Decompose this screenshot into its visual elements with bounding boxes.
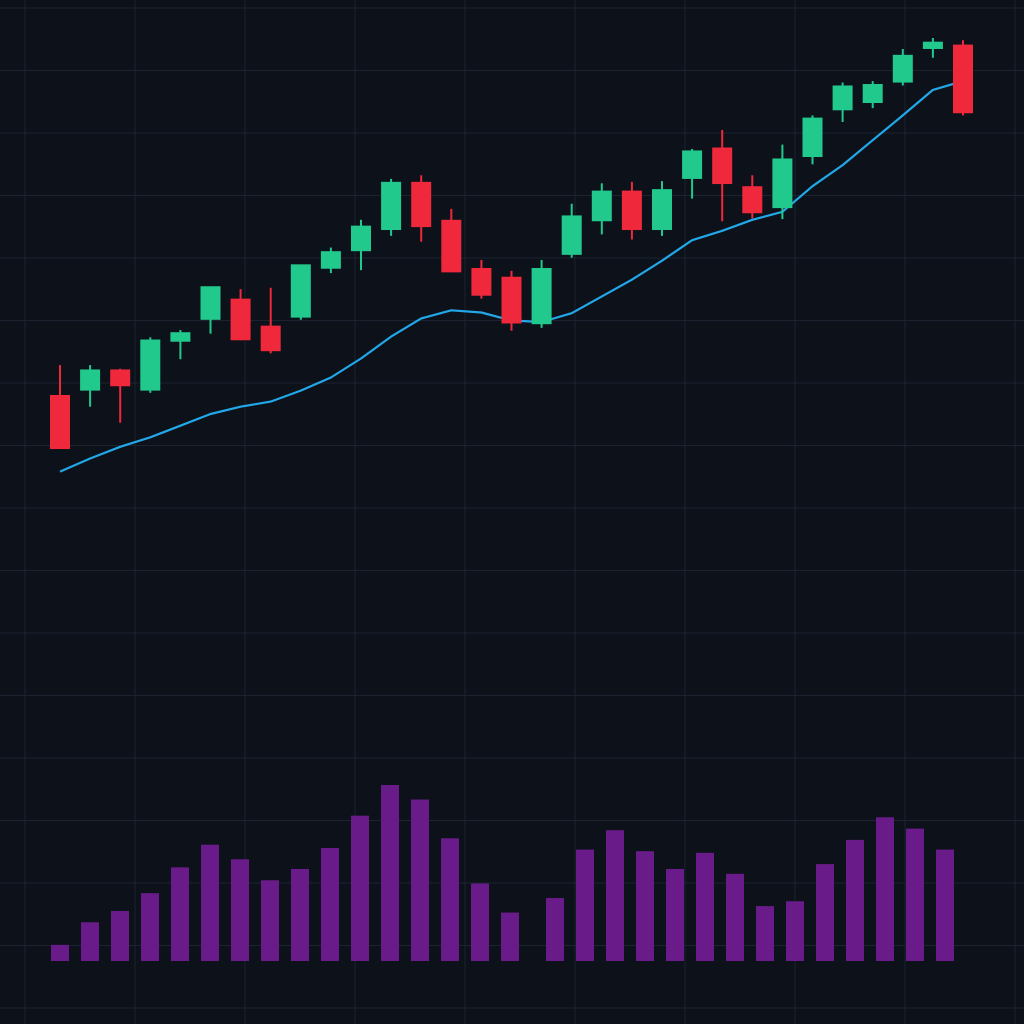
candle-body [652, 189, 672, 231]
candle-down [110, 368, 131, 423]
candle-up [381, 178, 402, 236]
volume-bar [381, 785, 399, 961]
candle-up [170, 330, 191, 360]
candle-body [381, 181, 402, 231]
candle-body [621, 190, 642, 231]
volume-bar [756, 906, 774, 961]
candle-body [110, 369, 131, 387]
volume-bar [906, 828, 924, 961]
candle-up [351, 219, 371, 271]
candle-up [652, 181, 672, 236]
volume-bar [696, 852, 714, 961]
candle-body [170, 332, 191, 342]
candle-down [411, 175, 432, 242]
candle-body [351, 225, 371, 252]
volume-bar [411, 799, 429, 961]
volume-bar [471, 883, 489, 961]
candle-up [200, 286, 221, 334]
volume-bar [231, 859, 249, 961]
volume-bar [786, 901, 804, 961]
candles-layer [50, 38, 973, 450]
volume-bar [501, 912, 519, 961]
volume-bar [81, 922, 99, 961]
volume-bar [576, 849, 594, 961]
candle-body [471, 267, 492, 296]
volume-bar [321, 847, 339, 961]
volume-bar [291, 868, 309, 961]
volume-bar [936, 849, 954, 961]
volume-layer [51, 785, 954, 961]
volume-bar [666, 868, 684, 961]
candle-body [411, 181, 432, 228]
candle-up [772, 144, 793, 220]
volume-bar [441, 838, 459, 961]
candle-body [742, 186, 763, 214]
candle-body [290, 264, 311, 318]
candle-body [531, 267, 552, 325]
candle-down [621, 181, 642, 240]
volume-bar [726, 873, 744, 961]
volume-bar [261, 880, 279, 961]
candle-body [922, 41, 943, 49]
candle-down [742, 175, 763, 219]
candle-down [260, 287, 281, 354]
candle-body [260, 325, 281, 352]
candle-body [772, 158, 793, 209]
candle-body [832, 85, 853, 111]
candle-down [230, 289, 251, 341]
candle-down [712, 130, 733, 222]
candle-down [501, 270, 522, 331]
candle-body [561, 215, 582, 255]
candle-body [441, 219, 462, 273]
candle-body [230, 298, 251, 341]
volume-bar [351, 815, 369, 961]
candle-down [953, 40, 973, 116]
candle-up [682, 148, 703, 199]
candle-up [832, 82, 853, 122]
volume-bar [111, 910, 129, 961]
volume-bar [51, 944, 69, 961]
candle-body [682, 150, 703, 179]
volume-bar [171, 867, 189, 961]
candle-up [591, 183, 612, 235]
candle-down [441, 208, 462, 273]
candle-body [802, 117, 823, 158]
candle-body [50, 395, 70, 450]
candle-up [290, 264, 311, 320]
volume-bar [636, 851, 654, 961]
candle-body [892, 54, 913, 83]
candle-up [140, 337, 161, 393]
candle-up [80, 365, 101, 407]
candle-up [922, 38, 943, 58]
candle-body [320, 251, 341, 269]
candle-body [140, 339, 161, 391]
candle-body [862, 84, 883, 103]
volume-bar [846, 839, 864, 961]
candle-up [561, 203, 582, 258]
candle-body [200, 286, 221, 320]
volume-bar [546, 898, 564, 961]
candle-up [862, 81, 883, 109]
candle-up [531, 259, 552, 328]
candle-down [471, 259, 492, 299]
volume-bar [141, 893, 159, 961]
candle-body [501, 276, 522, 324]
volume-bar [876, 817, 894, 961]
candle-up [320, 247, 341, 274]
candle-body [80, 369, 101, 391]
volume-bar [201, 844, 219, 961]
candle-up [802, 115, 823, 165]
candle-down [50, 365, 70, 450]
candle-body [712, 147, 733, 185]
candle-body [953, 44, 973, 114]
volume-bar [606, 830, 624, 961]
candle-body [591, 190, 612, 222]
candle-up [892, 48, 913, 86]
volume-bar [816, 864, 834, 961]
